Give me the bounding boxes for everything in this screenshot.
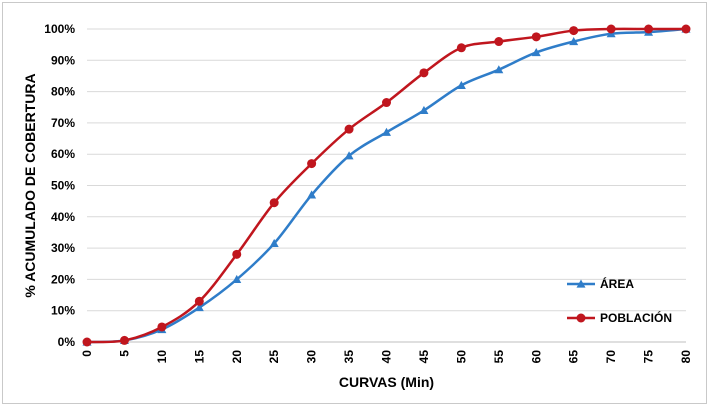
x-tick-label: 45: [417, 350, 431, 364]
legend-label: POBLACIÓN: [600, 310, 672, 325]
x-tick-label: 0: [80, 350, 94, 357]
series: [82, 24, 691, 347]
data-point: [194, 296, 204, 306]
x-tick-label: 60: [529, 350, 543, 364]
y-tick-label: 30%: [51, 241, 75, 255]
y-tick-label: 50%: [51, 179, 75, 193]
data-point: [382, 127, 391, 136]
data-point: [119, 335, 129, 345]
x-tick-label: 55: [492, 350, 506, 364]
x-tick-label: 80: [679, 350, 693, 364]
data-point: [419, 105, 429, 114]
y-tick-label: 40%: [51, 210, 75, 224]
data-point: [494, 65, 504, 74]
data-point: [269, 198, 279, 208]
x-tick-label: 25: [267, 350, 281, 364]
legend: ÁREA POBLACIÓN: [567, 276, 672, 325]
data-point: [456, 43, 466, 53]
x-tick-label: 65: [567, 350, 581, 364]
x-tick-label: 70: [604, 350, 618, 364]
data-point: [456, 80, 466, 89]
x-tick-label: 15: [192, 350, 206, 364]
data-point: [194, 303, 204, 312]
y-axis-title: % ACUMULADO DE COBERTURA: [22, 73, 38, 297]
data-point: [344, 124, 354, 134]
chart-frame: [2, 2, 707, 404]
legend-item: ÁREA: [567, 276, 634, 291]
data-point: [307, 190, 317, 199]
data-point: [494, 37, 504, 47]
legend-item: POBLACIÓN: [567, 310, 672, 325]
x-tick-label: 30: [305, 350, 319, 364]
x-tick-label: 20: [230, 350, 244, 364]
x-tick-label: 50: [454, 350, 468, 364]
y-tick-label: 0%: [58, 335, 76, 349]
legend-marker: [576, 279, 586, 288]
data-point: [644, 24, 654, 34]
data-point: [232, 274, 242, 283]
x-tick-label: 10: [155, 350, 169, 364]
data-point: [531, 47, 541, 57]
y-tick-label: 60%: [51, 147, 75, 161]
data-point: [569, 37, 579, 46]
data-point: [382, 98, 391, 108]
x-tick-label: 35: [342, 350, 356, 364]
y-tick-label: 90%: [51, 53, 75, 67]
y-tick-label: 100%: [44, 22, 75, 36]
tick-labels: 0% 10% 20% 30% 40% 50% 60% 70% 80% 90% 100% 0 5 10 15 2…: [44, 22, 693, 363]
x-tick-label: 75: [642, 350, 656, 364]
y-tick-label: 10%: [51, 304, 75, 318]
legend-marker: [576, 313, 586, 323]
data-point: [82, 337, 92, 347]
y-tick-label: 20%: [51, 272, 75, 286]
data-point: [681, 24, 691, 34]
x-tick-label: 40: [380, 350, 394, 364]
data-point: [232, 249, 242, 259]
data-point: [157, 322, 167, 332]
x-tick-label: 5: [117, 350, 131, 357]
data-point: [344, 151, 354, 160]
series-poblacion: [82, 24, 691, 347]
data-point: [569, 26, 579, 36]
y-tick-label: 70%: [51, 116, 75, 130]
data-point: [531, 32, 541, 42]
y-tick-label: 80%: [51, 85, 75, 99]
data-point: [307, 159, 317, 169]
gridlines: [87, 28, 686, 312]
legend-label: ÁREA: [600, 276, 634, 291]
data-point: [606, 24, 616, 34]
data-point: [269, 238, 279, 248]
data-point: [419, 68, 429, 78]
x-axis-title: CURVAS (Min): [339, 374, 434, 390]
